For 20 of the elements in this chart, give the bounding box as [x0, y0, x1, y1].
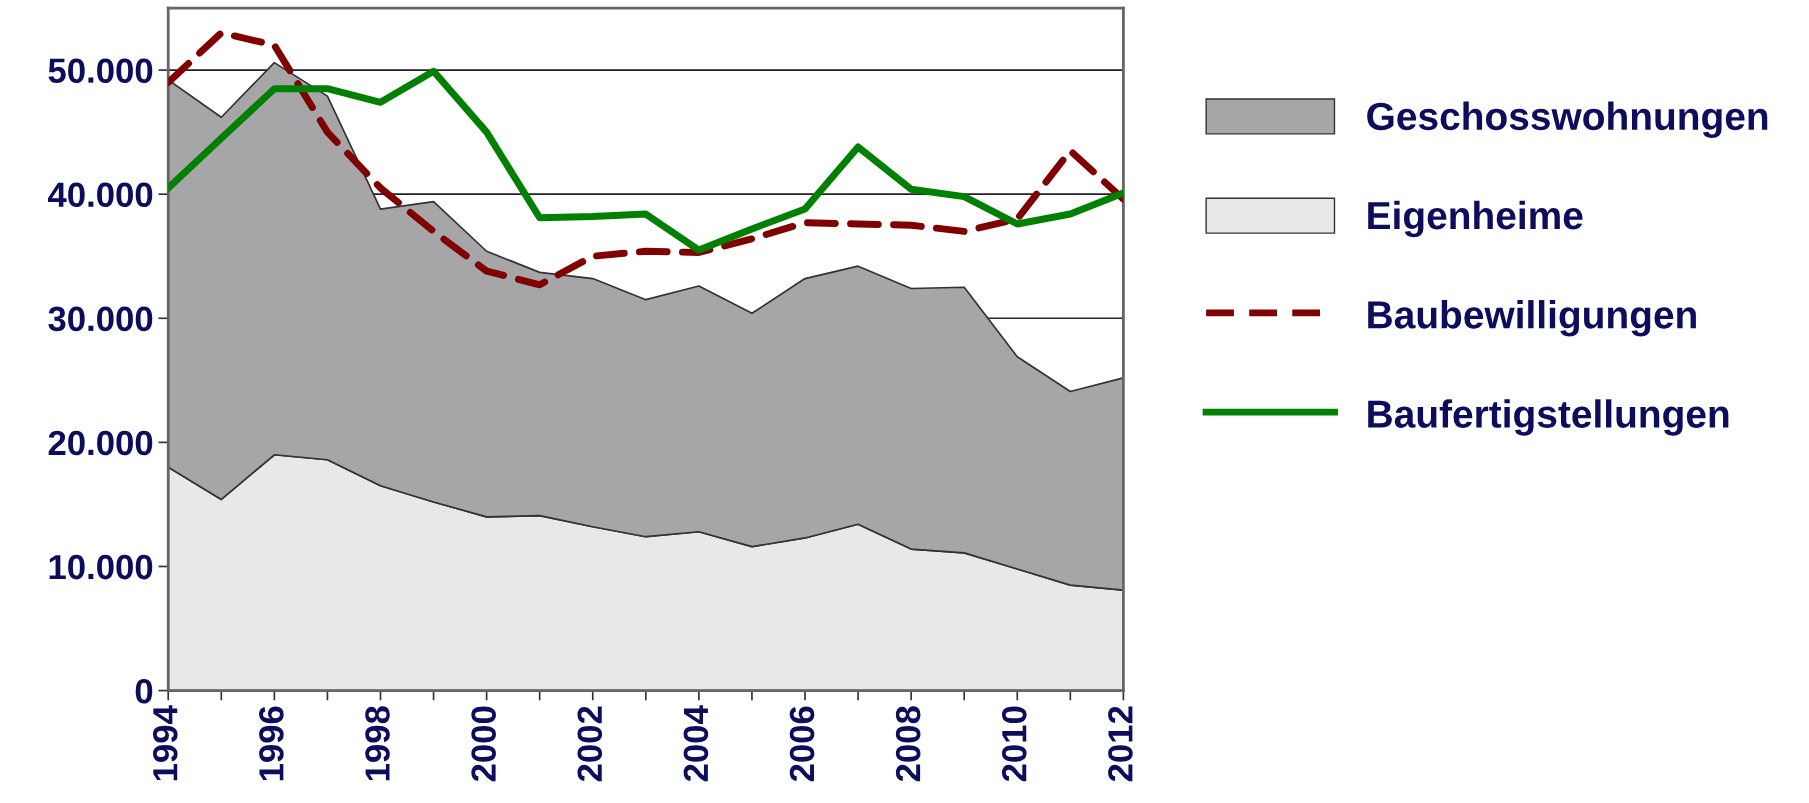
x-tick-label: 2012 [1108, 706, 1133, 782]
x-tick-label: 2004 [683, 705, 709, 782]
x-tick-label: 1994 [152, 705, 178, 781]
y-tick-label: 0 [135, 678, 153, 704]
y-tick-label: 30.000 [48, 306, 153, 332]
legend-label: Baufertigstellungen [1368, 399, 1729, 436]
x-tick-label: 1998 [365, 706, 390, 781]
x-tick-label: 1996 [259, 706, 284, 781]
legend-label: Geschosswohnungen [1367, 101, 1768, 139]
legend-label: Baubewilligungen [1368, 300, 1696, 337]
x-tick-label: 2010 [1001, 706, 1027, 782]
y-tick-label: 40.000 [47, 182, 153, 208]
y-tick-label: 50.000 [48, 58, 153, 83]
y-tick-label: 10.000 [49, 554, 153, 580]
x-tick-label: 2008 [895, 706, 921, 782]
x-tick-label: 2006 [789, 706, 815, 782]
y-tick-label: 20.000 [48, 430, 153, 456]
x-tick-label: 2000 [471, 706, 496, 782]
x-tick-label: 2002 [577, 706, 603, 782]
legend-label: Eigenheime [1368, 200, 1583, 238]
